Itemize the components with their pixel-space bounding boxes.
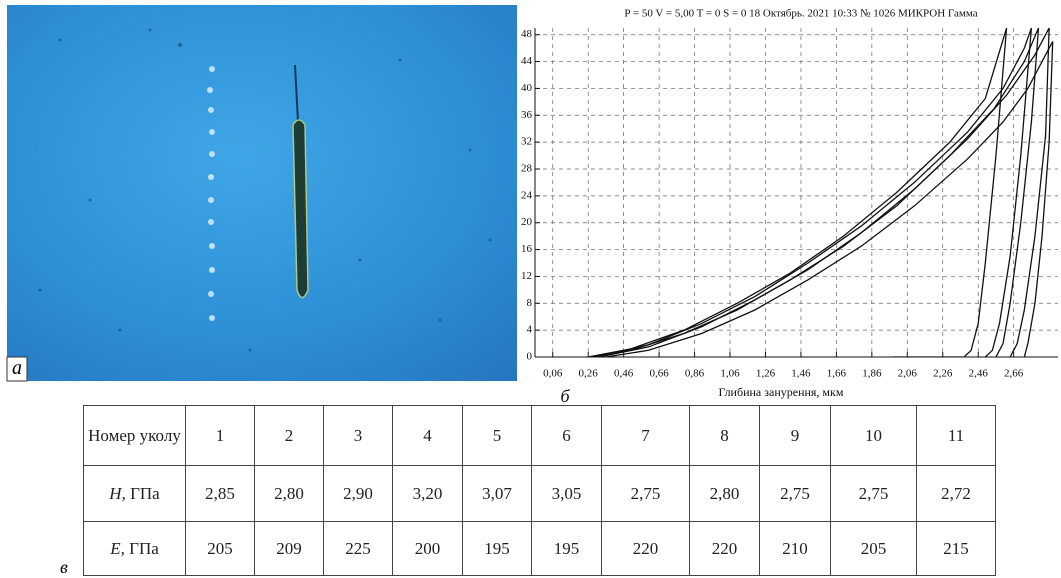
value-cell: 2,75 [830,465,917,522]
y-tick-label: 28 [521,163,533,175]
value-cell: 2,80 [689,465,760,522]
unit: , ГПа [121,483,160,503]
value-cell: 225 [323,521,393,576]
value-cell: 205 [185,521,255,576]
photo: а [6,5,517,382]
x-tick-label: 0,86 [685,368,705,380]
header-cell: 3 [323,405,393,466]
load-curve [595,28,1033,357]
value-cell: 200 [392,521,463,576]
y-tick-label: 12 [521,270,532,282]
x-tick-label: 1,26 [756,368,776,380]
value-cell: 220 [689,521,760,576]
y-tick-label: 48 [521,28,533,40]
symbol: E [110,538,121,558]
y-tick-label: 44 [521,55,533,67]
y-tick-label: 0 [527,351,533,363]
x-tick-label: 0,66 [649,368,669,380]
row-label: E, ГПа [83,521,186,576]
x-tick-label: 2,06 [898,368,918,380]
value-cell: 2,75 [601,465,690,522]
x-tick-label: 0,26 [579,368,599,380]
panel-label: б [560,386,570,405]
x-tick-label: 1,86 [862,368,882,380]
y-tick-label: 24 [521,189,533,201]
panel-label: а [12,357,22,379]
header-cell: Номер уколу [83,405,186,466]
load-curve [588,28,1008,357]
value-cell: 215 [916,521,996,576]
row-label: H, ГПа [83,465,186,522]
header-cell: 6 [531,405,602,466]
value-cell: 2,80 [254,465,324,522]
value-cell: 2,75 [759,465,831,522]
panel-label-box [6,356,28,382]
header-cell: 9 [759,405,831,466]
x-tick-label: 2,26 [933,368,953,380]
indent-row [207,66,215,321]
header-cell: 2 [254,405,324,466]
y-tick-label: 40 [521,82,533,94]
x-tick-label: 0,46 [614,368,634,380]
value-cell: 195 [531,521,602,576]
header-cell: 8 [689,405,760,466]
value-cell: 210 [759,521,831,576]
surface-dots [38,28,492,352]
x-tick-label: 0,06 [543,368,563,380]
value-cell: 195 [462,521,532,576]
header-row: Номер уколу 1 2 3 4 5 6 7 8 9 10 11 [83,405,996,466]
header-cell: 10 [830,405,917,466]
y-tick-label: 4 [527,324,533,336]
load-curve [591,28,1040,357]
header-cell: 11 [916,405,996,466]
value-cell: 3,20 [392,465,463,522]
data-row: E, ГПа 205 209 225 200 195 195 220 220 210 205 215 [83,521,996,576]
x-axis-title: Глибина занурення, мкм [719,385,844,399]
x-tick-label: 1,46 [791,368,811,380]
chart-title: P = 50 V = 5,00 T = 0 S = 0 18 Октябрь. … [624,8,977,20]
photo-background [7,5,517,381]
value-cell: 3,07 [462,465,532,522]
load-curve [598,28,1050,357]
header-cell: 4 [392,405,463,466]
symbol: H [109,483,122,503]
panel-label: в [60,557,68,577]
scratch-track [292,119,309,299]
value-cell: 220 [601,521,690,576]
y-tick-label: 8 [527,297,533,309]
y-tick-label: 20 [521,216,533,228]
chart: P = 50 V = 5,00 T = 0 S = 0 18 Октябрь. … [521,8,1058,405]
y-tick-label: 32 [521,136,532,148]
x-tick-label: 1,06 [720,368,740,380]
value-cell: 209 [254,521,324,576]
header-cell: 1 [185,405,255,466]
y-tick-label: 36 [521,109,533,121]
unit: , ГПа [120,538,159,558]
value-cell: 2,85 [185,465,255,522]
value-cell: 205 [830,521,917,576]
results-table: Номер уколу 1 2 3 4 5 6 7 8 9 10 11 H, ГПа 2,85 2,80 2,… [83,405,996,576]
x-tick-label: 2,66 [1004,368,1024,380]
load-curve [605,41,1054,357]
x-tick-label: 1,66 [827,368,847,380]
scratch-tip [294,64,299,123]
value-cell: 3,05 [531,465,602,522]
header-cell: 5 [462,405,532,466]
header-cell: 7 [601,405,690,466]
value-cell: 2,72 [916,465,996,522]
y-tick-label: 16 [521,243,533,255]
data-row: H, ГПа 2,85 2,80 2,90 3,20 3,07 3,05 2,75 2,80 2,… [83,465,996,522]
value-cell: 2,90 [323,465,393,522]
x-tick-label: 2,46 [969,368,989,380]
